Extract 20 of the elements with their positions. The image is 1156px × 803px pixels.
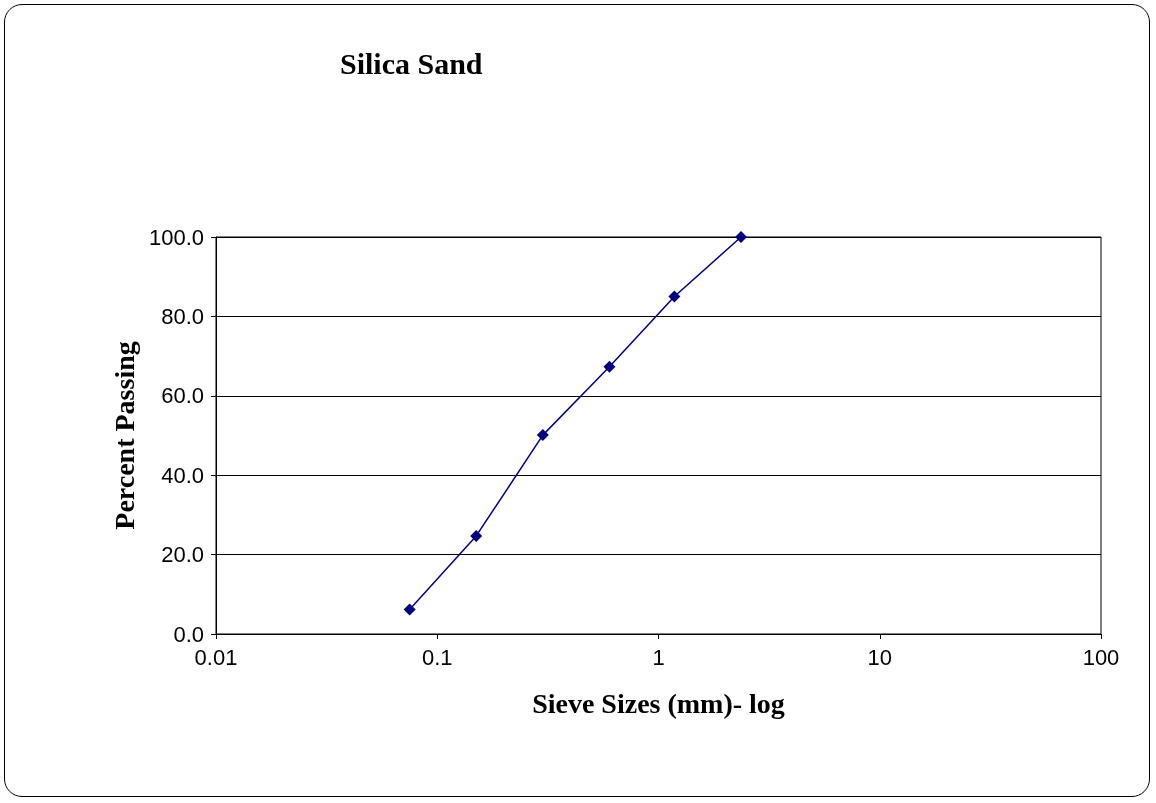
x-axis-title: Sieve Sizes (mm)- log [532,687,785,719]
point [470,529,483,542]
point [603,360,616,373]
x-tick-label: 100 [1082,644,1120,670]
point [536,429,549,442]
point [668,290,681,303]
x-tick-label: 10 [867,644,892,670]
y-tick-label: 40.0 [161,462,204,488]
point [403,603,416,616]
x-tick-label: 1 [652,644,665,670]
point [735,231,748,243]
chart-title: Silica Sand [340,46,483,80]
x-tick-label: 0.01 [194,644,238,670]
y-tick-label: 100.0 [148,224,204,250]
y-tick-label: 80.0 [161,303,204,329]
y-tick-label: 0.0 [173,621,204,647]
y-tick-label: 60.0 [161,383,204,409]
y-tick-label: 20.0 [161,542,204,568]
y-axis-title: Percent Passing [108,341,140,530]
x-tick-label: 0.1 [421,644,453,670]
